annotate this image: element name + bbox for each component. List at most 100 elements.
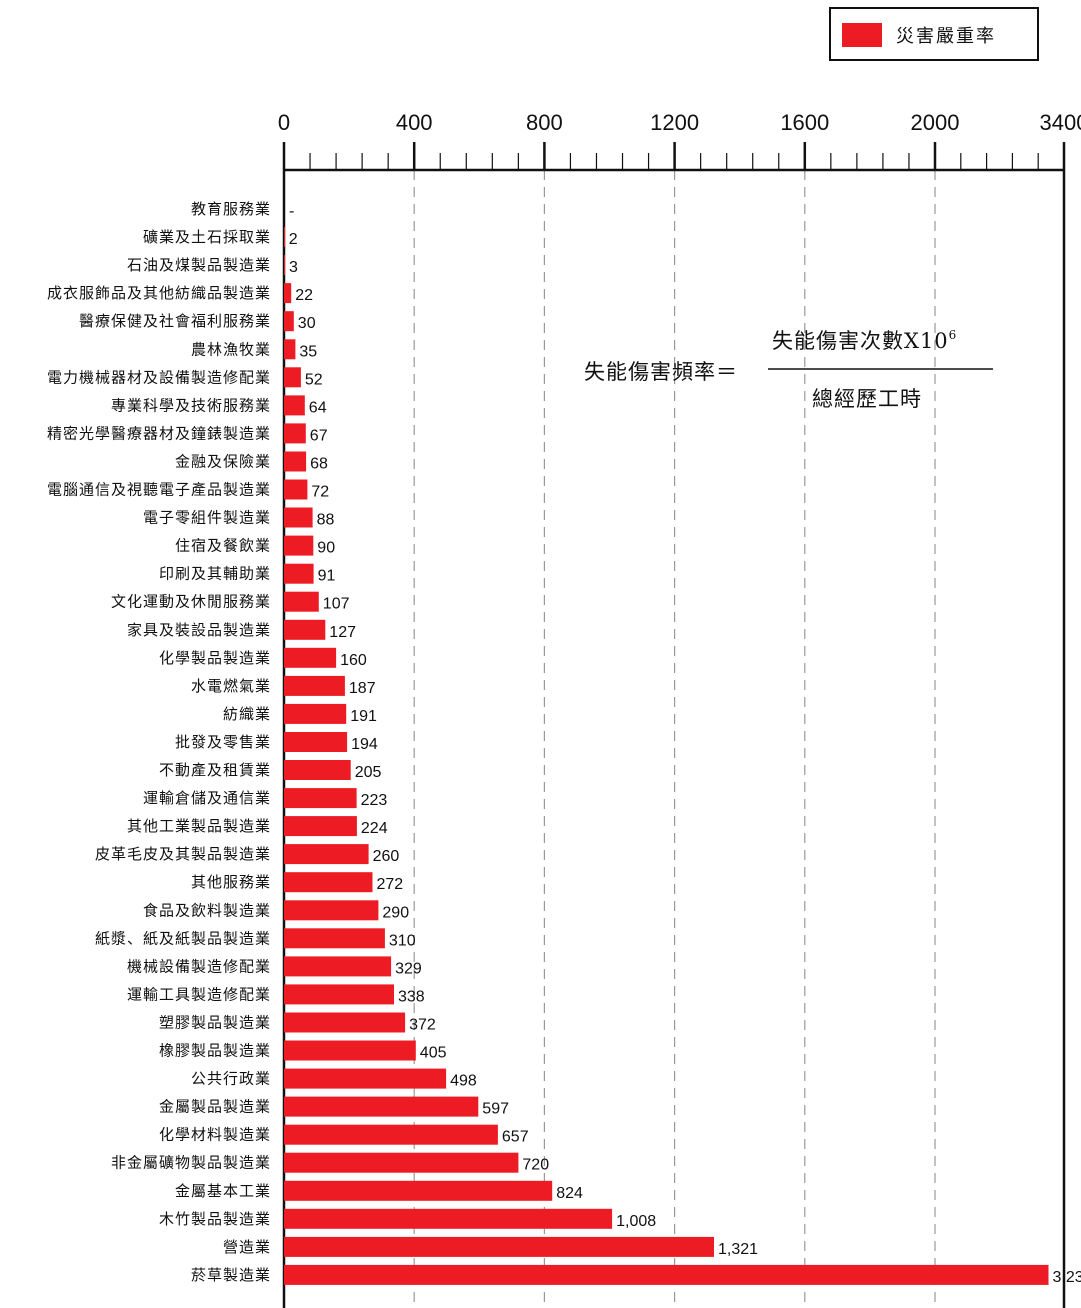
category-label: 專業科學及技術服務業 [111, 396, 271, 414]
bar [284, 1068, 447, 1089]
bar [284, 872, 373, 893]
bar [284, 339, 296, 360]
category-label: 石油及煤製品製造業 [127, 256, 271, 274]
category-label: 營造業 [223, 1238, 271, 1256]
value-label: 329 [395, 960, 422, 977]
category-label: 水電燃氣業 [191, 677, 271, 695]
category-label: 印刷及其輔助業 [159, 565, 271, 583]
bar [284, 1264, 1049, 1285]
value-label: 720 [522, 1157, 549, 1174]
bar [284, 311, 294, 332]
value-label: 310 [389, 932, 416, 949]
bar [284, 647, 337, 668]
category-label: 紙漿、紙及紙製品製造業 [95, 929, 271, 947]
value-label: 91 [318, 568, 336, 585]
value-label: 224 [361, 820, 388, 837]
category-label: 批發及零售業 [175, 733, 271, 751]
category-label: 家具及裝設品製造業 [127, 621, 271, 639]
category-label: 電力機械器材及設備製造修配業 [47, 368, 271, 386]
value-label: 3,232 [1053, 1269, 1081, 1286]
category-label: 電腦通信及視聽電子產品製造業 [47, 481, 271, 499]
value-label: 223 [361, 792, 388, 809]
value-label: 160 [340, 652, 367, 669]
value-label: 272 [377, 876, 404, 893]
value-label: 30 [298, 315, 316, 332]
category-label: 成衣服飾品及其他紡織品製造業 [47, 284, 271, 302]
category-label: 其他服務業 [191, 873, 271, 891]
bar [284, 227, 285, 248]
bar [284, 283, 292, 304]
bar [284, 1152, 519, 1173]
bar [284, 563, 314, 584]
bar [284, 423, 306, 444]
formula: 失能傷害頻率＝ 失能傷害次數X106 總經歷工時 [584, 328, 993, 411]
category-label: 公共行政業 [191, 1070, 271, 1088]
value-label: 191 [350, 708, 377, 725]
bar [284, 619, 326, 640]
category-label: 食品及飲料製造業 [143, 901, 271, 919]
value-label: 187 [349, 680, 376, 697]
value-label: 3 [289, 259, 298, 276]
x-tick-label: 400 [396, 110, 433, 135]
formula-denominator: 總經歷工時 [812, 387, 922, 411]
category-label: 化學材料製造業 [159, 1126, 271, 1144]
category-label: 紡織業 [223, 705, 271, 723]
x-axis-tick-labels: 0 400 800 1200 1600 2000 3400 [278, 110, 1081, 135]
bar [284, 507, 313, 528]
x-tick-label: 3400 [1040, 110, 1081, 135]
gridlines [413, 170, 936, 1308]
formula-numerator-exponent: 6 [949, 328, 958, 342]
bar [284, 535, 314, 556]
value-label: 372 [409, 1017, 436, 1034]
category-label: 醫療保健及社會福利服務業 [79, 312, 271, 330]
category-label: 電子零組件製造業 [143, 509, 271, 527]
value-label: 2 [289, 231, 298, 248]
formula-lhs: 失能傷害頻率＝ [584, 360, 738, 384]
legend: 災害嚴重率 [829, 7, 1039, 61]
category-label: 精密光學醫療器材及鐘錶製造業 [47, 424, 271, 442]
value-label: 22 [295, 287, 313, 304]
bar [284, 1180, 553, 1201]
bar [284, 395, 305, 416]
x-tick-label: 800 [526, 110, 563, 135]
value-label: 35 [299, 343, 317, 360]
bar [284, 703, 347, 724]
legend-swatch [842, 23, 882, 47]
formula-numerator: 失能傷害次數X106 [772, 328, 957, 353]
bar [284, 788, 357, 809]
x-tick-label: 0 [278, 110, 290, 135]
value-label: 127 [329, 624, 356, 641]
bar [284, 928, 385, 949]
category-label: 非金屬礦物製品製造業 [111, 1154, 271, 1172]
x-axis-ticks [309, 142, 1039, 170]
value-label: 657 [502, 1129, 529, 1146]
bar [284, 760, 351, 780]
bar [284, 956, 392, 977]
bar [284, 1096, 479, 1117]
category-label: 菸草製造業 [191, 1266, 271, 1284]
x-tick-label: 2000 [911, 110, 960, 135]
value-labels: - 2 3 22 30 35 52 64 67 68 72 88 90 91 107 127 160 187 191… [289, 203, 1081, 1286]
value-label: 597 [482, 1101, 509, 1118]
bar [284, 844, 369, 865]
value-label: 88 [317, 512, 335, 529]
value-label: 405 [420, 1045, 447, 1062]
bar [284, 900, 379, 921]
value-label: 72 [311, 484, 329, 501]
x-tick-label: 1600 [780, 110, 829, 135]
category-label: 化學製品製造業 [159, 649, 271, 667]
bar [284, 1236, 714, 1257]
category-label: 機械設備製造修配業 [127, 957, 271, 975]
bar [284, 367, 301, 388]
value-label: 338 [398, 988, 425, 1005]
category-label: 礦業及土石採取業 [143, 228, 271, 246]
category-label: 農林漁牧業 [191, 340, 271, 358]
category-label: 運輸倉儲及通信業 [143, 789, 271, 807]
bar [284, 1124, 498, 1145]
category-label: 金屬製品製造業 [159, 1098, 271, 1116]
category-label: 皮革毛皮及其製品製造業 [95, 845, 271, 863]
category-label: 金屬基本工業 [175, 1182, 271, 1200]
bar [284, 732, 348, 752]
category-label: 橡膠製品製造業 [159, 1042, 271, 1060]
